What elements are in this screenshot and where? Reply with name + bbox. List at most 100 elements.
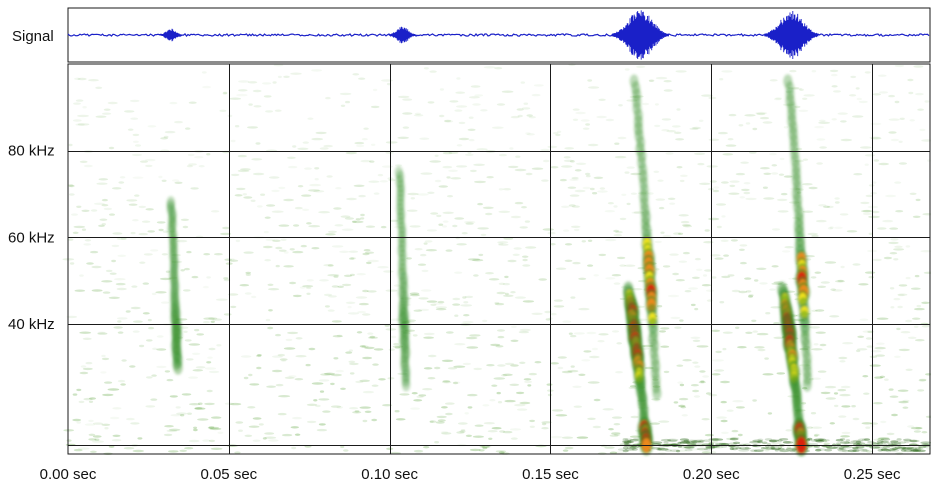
noise-speck [243,196,253,199]
noise-speck [402,126,410,129]
noise-speck [679,441,687,444]
noise-speck [667,294,680,298]
noise-speck [611,274,622,277]
noise-speck [700,380,705,383]
noise-speck [860,449,869,452]
noise-speck [660,438,672,442]
noise-speck [502,373,513,376]
noise-speck [413,449,424,453]
noise-speck [360,213,365,217]
noise-speck [516,391,525,395]
noise-speck [672,272,679,276]
noise-speck [364,410,372,413]
noise-speck [571,176,579,180]
noise-speck [83,164,93,168]
noise-speck [765,445,770,449]
noise-speck [132,219,139,222]
noise-speck [540,148,550,152]
noise-speck [509,383,520,386]
noise-speck [696,345,709,348]
noise-speck [871,210,880,214]
noise-speck [111,259,116,263]
noise-speck [538,278,547,281]
noise-speck [316,428,328,432]
noise-speck [702,375,709,378]
noise-speck [727,138,734,141]
noise-speck [216,344,222,347]
noise-speck [283,251,289,254]
noise-speck [702,274,708,277]
noise-speck [193,428,198,432]
noise-speck [450,177,462,180]
noise-speck [820,281,830,284]
noise-speck [627,439,632,443]
noise-speck [228,259,239,262]
noise-speck [656,448,662,451]
noise-speck [834,197,840,200]
noise-speck [862,330,874,333]
noise-speck [769,79,778,82]
noise-speck [782,250,791,253]
noise-speck [557,130,562,133]
noise-speck [609,434,619,437]
noise-speck [468,138,475,142]
noise-speck [301,194,312,197]
noise-speck [694,257,701,261]
noise-speck [840,437,846,441]
noise-speck [782,440,791,444]
noise-speck [527,384,532,387]
noise-speck [845,439,851,442]
noise-speck [518,330,530,334]
noise-speck [90,250,99,254]
noise-speck [465,222,474,225]
noise-speck [327,264,334,267]
noise-speck [729,184,736,188]
noise-speck [457,422,468,425]
noise-speck [238,429,243,432]
noise-speck [654,124,661,128]
noise-speck [497,364,506,367]
noise-speck [229,97,242,100]
noise-speck [245,271,251,275]
noise-speck [277,75,282,79]
noise-speck [331,245,344,248]
noise-speck [435,306,448,309]
noise-speck [468,96,480,99]
noise-speck [735,446,742,450]
noise-speck [422,388,433,391]
noise-speck [785,429,792,432]
noise-speck [555,133,561,137]
noise-speck [478,253,484,257]
noise-speck [265,318,271,322]
noise-speck [194,407,203,410]
noise-speck [512,253,520,256]
noise-speck [320,373,332,376]
noise-speck [692,389,700,393]
waveform-burst-trace [764,11,819,59]
noise-speck [874,446,884,449]
noise-speck [915,339,925,342]
noise-speck [204,367,217,370]
noise-speck [679,179,685,183]
noise-speck [915,427,922,430]
noise-speck [723,254,729,257]
noise-speck [898,293,905,297]
noise-speck [125,417,135,421]
noise-speck [613,229,619,233]
noise-speck [340,387,346,390]
noise-speck [522,300,535,303]
noise-speck [624,68,630,71]
noise-speck [721,275,731,279]
noise-speck [862,209,874,213]
noise-speck [314,167,320,170]
noise-speck [207,426,220,430]
noise-speck [454,314,459,317]
noise-speck [79,160,88,163]
noise-speck [208,347,216,351]
noise-speck [569,178,579,181]
noise-speck [362,313,371,316]
noise-speck [112,434,121,437]
noise-speck [900,331,911,334]
noise-speck [117,320,122,323]
noise-speck [816,162,823,165]
